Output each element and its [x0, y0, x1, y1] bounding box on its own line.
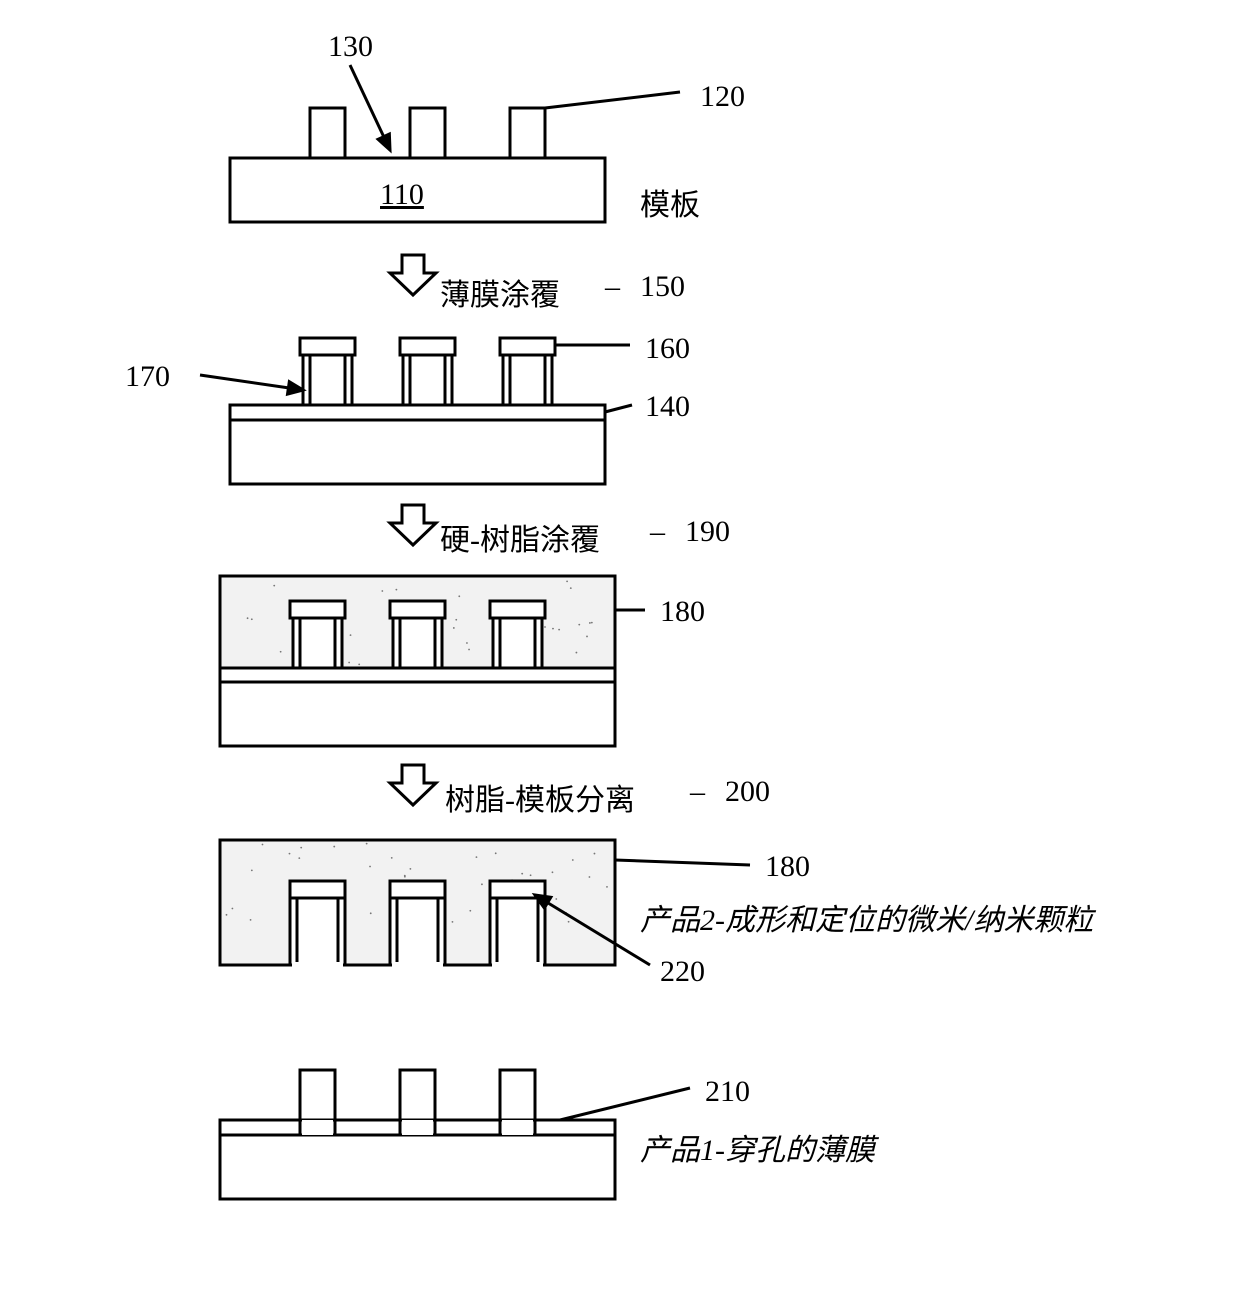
- label-step1-text: 薄膜涂覆: [440, 270, 560, 314]
- label-product1: 产品1-穿孔的薄膜: [640, 1125, 875, 1169]
- label-220: 220: [660, 955, 705, 989]
- dash-190: –: [650, 515, 665, 549]
- label-180a: 180: [660, 595, 705, 629]
- label-190: 190: [685, 515, 730, 549]
- dash-200: –: [690, 775, 705, 809]
- label-130: 130: [328, 30, 373, 64]
- label-200: 200: [725, 775, 770, 809]
- label-170: 170: [125, 360, 170, 394]
- diagram-svg: [20, 20, 1240, 1278]
- label-template: 模板: [640, 180, 700, 224]
- dash-150: –: [605, 270, 620, 304]
- label-140: 140: [645, 390, 690, 424]
- label-160: 160: [645, 332, 690, 366]
- label-step2-text: 硬-树脂涂覆: [440, 515, 600, 559]
- label-step3-text: 树脂-模板分离: [445, 775, 635, 819]
- label-110: 110: [380, 178, 424, 212]
- diagram-canvas: 130 120 110 模板 薄膜涂覆 – 150 170 160 140 硬-…: [20, 20, 1240, 1278]
- label-product2: 产品2-成形和定位的微米/纳米颗粒: [640, 895, 1093, 939]
- label-180b: 180: [765, 850, 810, 884]
- label-150: 150: [640, 270, 685, 304]
- label-120: 120: [700, 80, 745, 114]
- label-210: 210: [705, 1075, 750, 1109]
